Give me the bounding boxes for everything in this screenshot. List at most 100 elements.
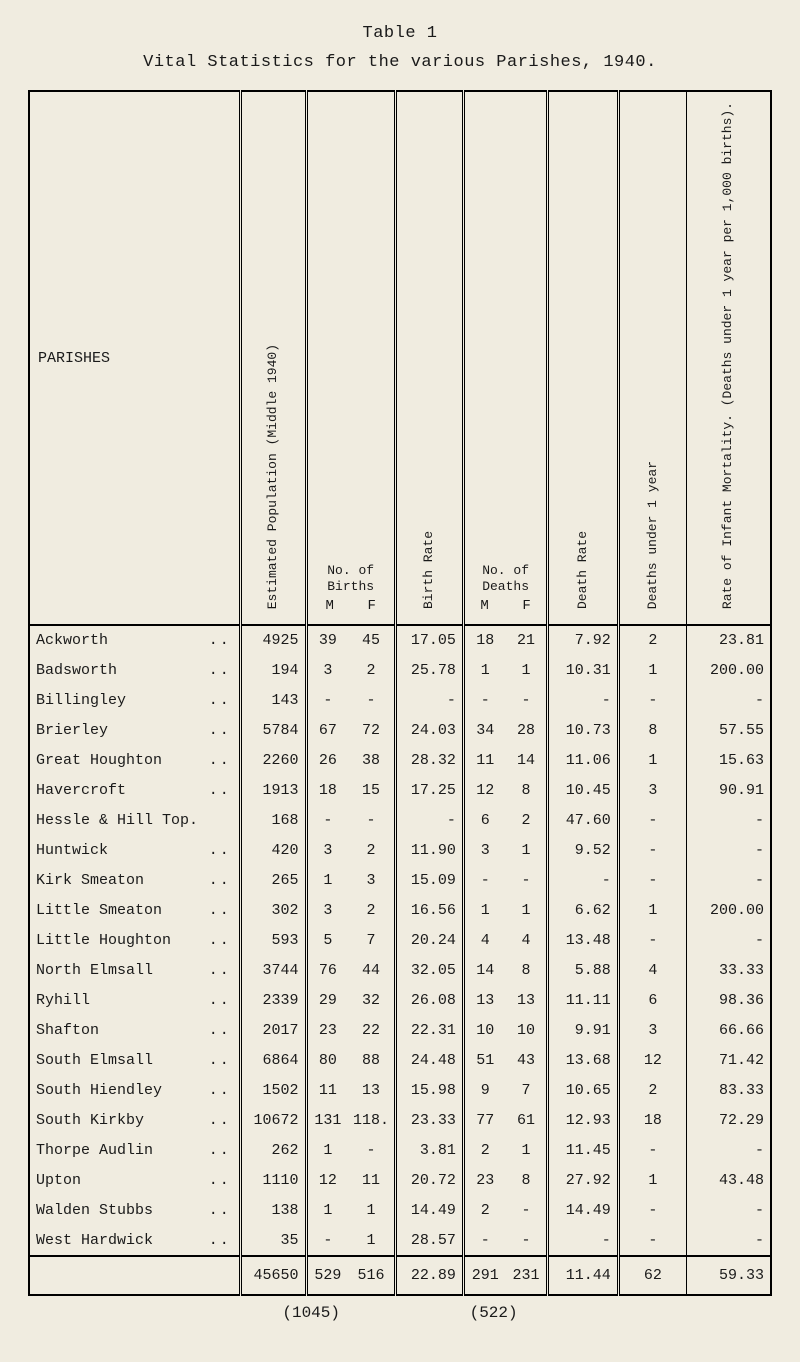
- deaths-m-cell: 14: [463, 956, 505, 986]
- parish-name: Kirk Smeaton: [36, 872, 144, 889]
- totals-population: 45650: [240, 1256, 306, 1295]
- table-row: Thorpe Audlin..2621-3.812111.45--: [29, 1136, 771, 1166]
- death-rate-cell: 10.65: [548, 1076, 618, 1106]
- parish-cell: Brierley..: [29, 716, 240, 746]
- row-dots: ..: [209, 632, 235, 649]
- imr-cell: -: [686, 1226, 771, 1257]
- deaths-u1-cell: -: [618, 1226, 686, 1257]
- vital-statistics-table: PARISHES Estimated Population (Middle 19…: [28, 90, 772, 1296]
- col-header-death-rate: Death Rate: [548, 91, 618, 625]
- parish-cell: South Elmsall..: [29, 1046, 240, 1076]
- deaths-u1-cell: -: [618, 1196, 686, 1226]
- birth-rate-cell: 14.49: [395, 1196, 463, 1226]
- parish-cell: Thorpe Audlin..: [29, 1136, 240, 1166]
- deaths-u1-cell: -: [618, 866, 686, 896]
- birth-rate-cell: 17.05: [395, 625, 463, 656]
- parish-cell: South Kirkby..: [29, 1106, 240, 1136]
- births-f-cell: 38: [348, 746, 395, 776]
- births-f-cell: 1: [348, 1196, 395, 1226]
- population-cell: 168: [240, 806, 306, 836]
- deaths-m-cell: 1: [463, 896, 505, 926]
- parish-cell: West Hardwick..: [29, 1226, 240, 1257]
- death-rate-cell: 10.73: [548, 716, 618, 746]
- births-m-cell: 3: [306, 656, 348, 686]
- birth-rate-cell: 16.56: [395, 896, 463, 926]
- page: Table 1 Vital Statistics for the various…: [0, 0, 800, 1362]
- table-row: West Hardwick..35-128.57-----: [29, 1226, 771, 1257]
- births-f-cell: 11: [348, 1166, 395, 1196]
- deaths-u1-cell: 2: [618, 1076, 686, 1106]
- births-m-cell: 3: [306, 836, 348, 866]
- parish-cell: Billingley..: [29, 686, 240, 716]
- parish-cell: Havercroft..: [29, 776, 240, 806]
- footer-right: (522): [470, 1304, 518, 1322]
- births-m-cell: 12: [306, 1166, 348, 1196]
- parish-name: Walden Stubbs: [36, 1202, 153, 1219]
- births-m-cell: -: [306, 1226, 348, 1257]
- deaths-u1-cell: -: [618, 806, 686, 836]
- col-header-parishes: PARISHES: [29, 91, 240, 625]
- death-rate-cell: 9.52: [548, 836, 618, 866]
- deaths-m-cell: 9: [463, 1076, 505, 1106]
- row-dots: ..: [209, 662, 235, 679]
- population-cell: 143: [240, 686, 306, 716]
- deaths-u1-cell: 6: [618, 986, 686, 1016]
- imr-cell: 83.33: [686, 1076, 771, 1106]
- birth-rate-cell: -: [395, 806, 463, 836]
- parish-cell: South Hiendley..: [29, 1076, 240, 1106]
- births-f-cell: -: [348, 686, 395, 716]
- birth-rate-cell: 11.90: [395, 836, 463, 866]
- population-cell: 2339: [240, 986, 306, 1016]
- imr-cell: 72.29: [686, 1106, 771, 1136]
- deaths-f-cell: 13: [506, 986, 548, 1016]
- deaths-u1-cell: 4: [618, 956, 686, 986]
- deaths-m-cell: 18: [463, 625, 505, 656]
- death-rate-cell: 10.45: [548, 776, 618, 806]
- births-f-cell: 72: [348, 716, 395, 746]
- deaths-u1-cell: 2: [618, 625, 686, 656]
- births-f-cell: 7: [348, 926, 395, 956]
- parish-name: Great Houghton: [36, 752, 162, 769]
- table-row: South Hiendley..1502111315.989710.65283.…: [29, 1076, 771, 1106]
- death-rate-cell: 14.49: [548, 1196, 618, 1226]
- death-rate-cell: 11.11: [548, 986, 618, 1016]
- births-m-cell: 131: [306, 1106, 348, 1136]
- parish-name: Huntwick: [36, 842, 108, 859]
- births-m-cell: 1: [306, 1136, 348, 1166]
- deaths-f-cell: 8: [506, 1166, 548, 1196]
- births-m-cell: 5: [306, 926, 348, 956]
- births-f-cell: 1: [348, 1226, 395, 1257]
- deaths-m-cell: -: [463, 686, 505, 716]
- death-rate-cell: 27.92: [548, 1166, 618, 1196]
- deaths-f-cell: 1: [506, 896, 548, 926]
- deaths-m-cell: 4: [463, 926, 505, 956]
- deaths-u1-cell: -: [618, 836, 686, 866]
- population-cell: 6864: [240, 1046, 306, 1076]
- imr-cell: 43.48: [686, 1166, 771, 1196]
- deaths-u1-cell: -: [618, 686, 686, 716]
- deaths-m-cell: 77: [463, 1106, 505, 1136]
- deaths-m-cell: -: [463, 1226, 505, 1257]
- parish-cell: Badsworth..: [29, 656, 240, 686]
- row-dots: ..: [209, 1142, 235, 1159]
- birth-rate-cell: 28.32: [395, 746, 463, 776]
- parish-cell: Huntwick..: [29, 836, 240, 866]
- col-header-births: No. of Births M F: [306, 91, 395, 625]
- deaths-f-cell: 8: [506, 956, 548, 986]
- imr-cell: 98.36: [686, 986, 771, 1016]
- table-row: Shafton..2017232222.3110109.91366.66: [29, 1016, 771, 1046]
- imr-cell: 23.81: [686, 625, 771, 656]
- col-header-infant-mortality: Rate of Infant Mortality. (Deaths under …: [686, 91, 771, 625]
- parish-cell: Kirk Smeaton..: [29, 866, 240, 896]
- row-dots: ..: [209, 1022, 235, 1039]
- parish-name: Badsworth: [36, 662, 117, 679]
- death-rate-cell: -: [548, 1226, 618, 1257]
- births-f-cell: 15: [348, 776, 395, 806]
- births-m-cell: 18: [306, 776, 348, 806]
- row-dots: ..: [209, 842, 235, 859]
- population-cell: 4925: [240, 625, 306, 656]
- row-dots: ..: [209, 752, 235, 769]
- parish-cell: Walden Stubbs..: [29, 1196, 240, 1226]
- imr-cell: 200.00: [686, 656, 771, 686]
- table-row: Brierley..5784677224.03342810.73857.55: [29, 716, 771, 746]
